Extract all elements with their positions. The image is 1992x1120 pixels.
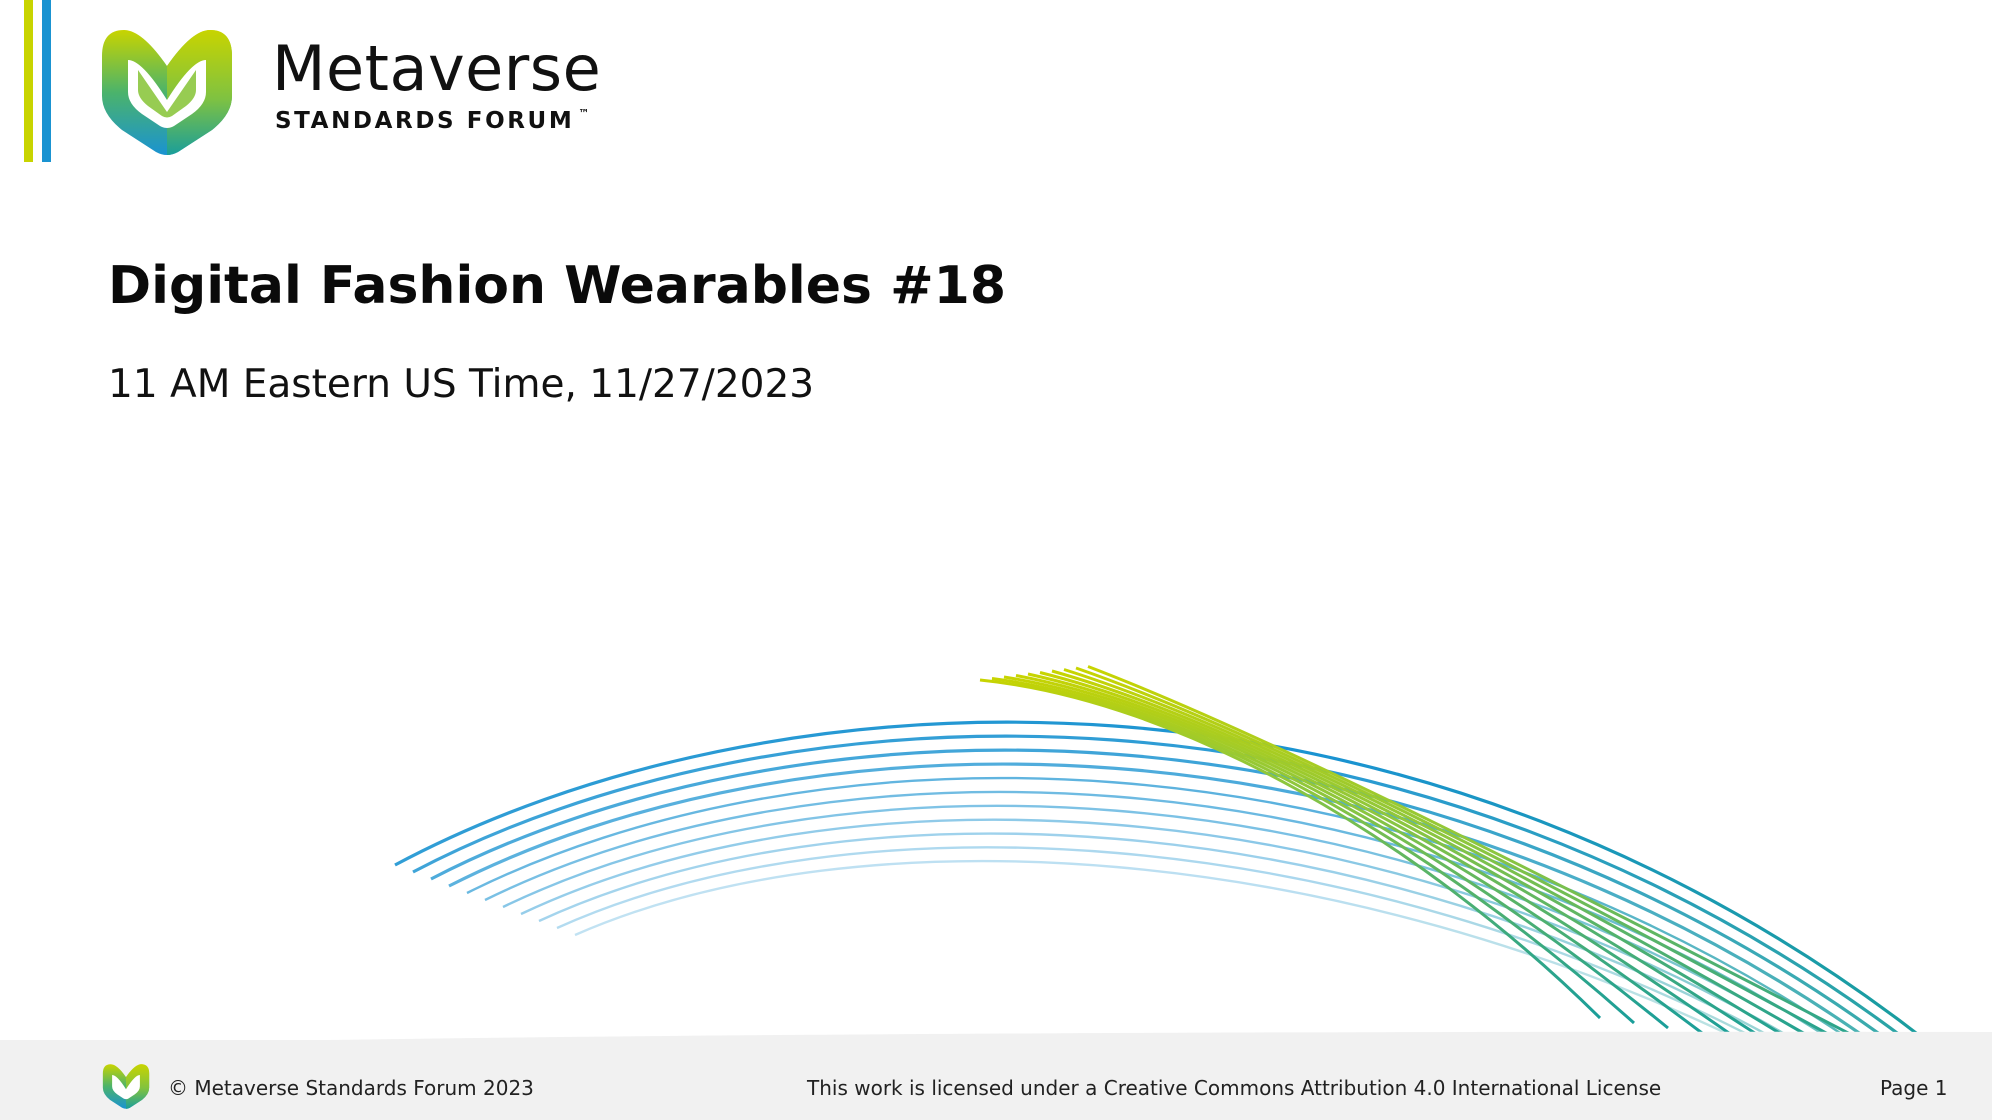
decorative-waves xyxy=(394,665,1967,1074)
wave-line-green xyxy=(1039,671,1771,1045)
wave-line-green xyxy=(979,678,1602,1020)
trademark-symbol: ™ xyxy=(578,107,590,120)
wave-line-green xyxy=(1051,669,1805,1050)
accent-bar-blue xyxy=(42,0,51,162)
wave-line-blue xyxy=(520,818,1826,1060)
wave-lines xyxy=(394,665,1967,1074)
wave-line-blue xyxy=(412,734,1947,1072)
wave-line-blue xyxy=(466,776,1886,1065)
wave-line-green xyxy=(1075,666,1873,1060)
wave-line-green xyxy=(1087,665,1907,1065)
wave-line-green xyxy=(1015,674,1703,1035)
slide-subtitle: 11 AM Eastern US Time, 11/27/2023 xyxy=(108,362,815,407)
accent-bar-green xyxy=(24,0,33,162)
wave-line-green xyxy=(1003,675,1669,1030)
wave-line-green xyxy=(1063,668,1839,1055)
wave-line-blue xyxy=(538,832,1806,1058)
footer-license-link[interactable]: This work is licensed under a Creative C… xyxy=(807,1076,1662,1100)
wave-line-green xyxy=(991,677,1636,1025)
footer-logo-icon xyxy=(102,1064,150,1109)
wave-line-blue xyxy=(430,748,1926,1070)
wave-line-green xyxy=(1027,672,1737,1040)
footer-copyright: © Metaverse Standards Forum 2023 xyxy=(168,1076,534,1100)
brand-subtitle-text: STANDARDS FORUM xyxy=(275,108,575,134)
brand-name: Metaverse xyxy=(272,32,602,105)
wave-line-blue xyxy=(448,762,1906,1068)
slide-title: Digital Fashion Wearables #18 xyxy=(108,256,1007,316)
wave-line-blue xyxy=(394,720,1967,1074)
brand-subtitle: STANDARDS FORUM ™ xyxy=(275,107,590,134)
footer xyxy=(0,1040,1992,1120)
metaverse-logo-icon xyxy=(102,30,232,155)
footer-page-number: Page 1 xyxy=(1880,1076,1948,1100)
